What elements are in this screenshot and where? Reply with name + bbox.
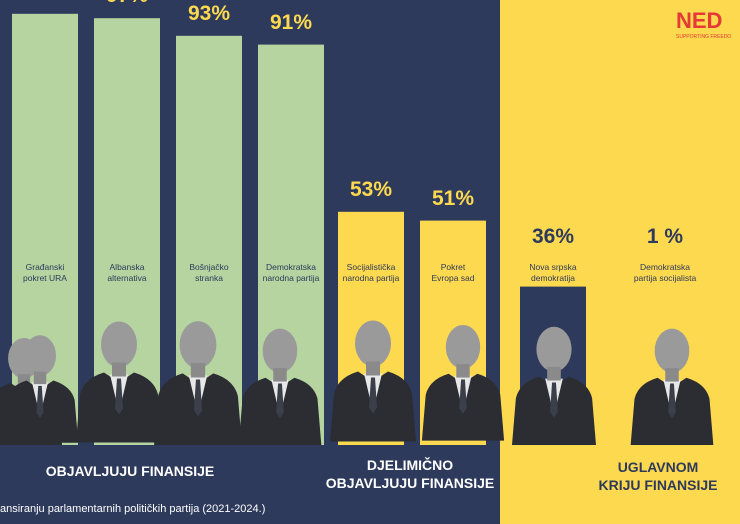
background-panel: [500, 445, 740, 524]
category-label: Socijalistička narodna partija: [342, 262, 400, 283]
category-label: Pokret Evropa sad: [431, 262, 475, 283]
value-label: 51%: [431, 186, 475, 210]
value-label: 36%: [531, 225, 575, 248]
category-label: Demokratska partija socijalista: [633, 262, 697, 283]
value-label: 98%: [5, 0, 85, 4]
category-label: Građanski pokret URA: [23, 262, 67, 283]
bar: [258, 44, 324, 445]
category-label: Nova srpska demokratija: [529, 262, 577, 283]
group-label: DJELIMIČNO OBJAVLJUJU FINANSIJE: [325, 457, 495, 491]
group-label: UGLAVNOM KRIJU FINANSIJE: [598, 459, 718, 493]
value-label: 97%: [87, 0, 167, 8]
group-label: OBJAVLJUJU FINANSIJE: [45, 463, 215, 479]
footnote: ansiranju parlamentarnih političkih part…: [0, 503, 266, 515]
category-label: Demokratska narodna partija: [262, 262, 320, 283]
value-label: 53%: [349, 177, 393, 201]
logo-tagline: SUPPORTING FREEDO: [676, 34, 732, 40]
value-label: 1 %: [646, 225, 684, 248]
category-label: Albanska alternativa: [107, 262, 147, 283]
logo: NED: [676, 8, 723, 33]
category-label: Bošnjačko stranka: [189, 262, 229, 283]
value-label: 91%: [269, 10, 313, 34]
value-label: 93%: [187, 1, 231, 25]
